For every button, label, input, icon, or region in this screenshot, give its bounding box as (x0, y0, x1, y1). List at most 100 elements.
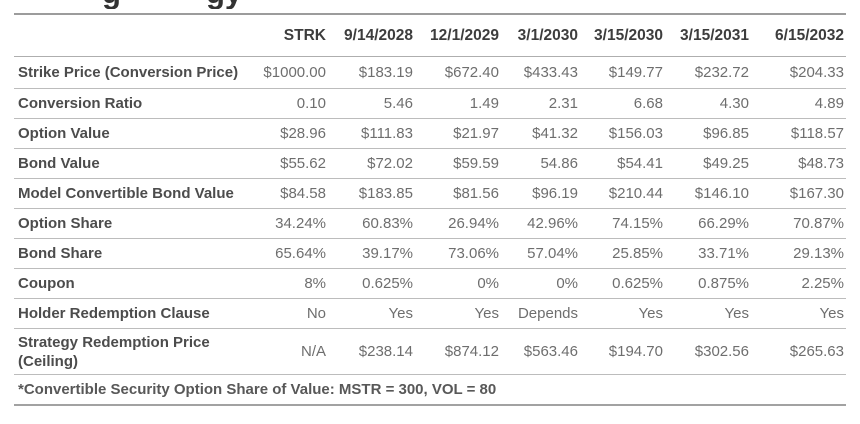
value-cell: $72.02 (328, 148, 415, 179)
value-cell: 74.15% (580, 208, 665, 239)
table-row-coupon: Coupon 8% 0.625% 0% 0% 0.625% 0.875% 2.2… (14, 268, 846, 299)
value-cell: N/A (254, 328, 328, 375)
footnote-text: *Convertible Security Option Share of Va… (14, 374, 846, 406)
table-row-holder-redemption-clause: Holder Redemption Clause No Yes Yes Depe… (14, 298, 846, 329)
value-cell: 66.29% (665, 208, 751, 239)
column-header-date: 12/1/2029 (415, 15, 501, 57)
value-cell: $59.59 (415, 148, 501, 179)
table-row-strike-price: Strike Price (Conversion Price) $1000.00… (14, 56, 846, 89)
table-row-model-convertible-bond-value: Model Convertible Bond Value $84.58 $183… (14, 178, 846, 209)
header-label-cell (14, 15, 254, 57)
value-cell: $874.12 (415, 328, 501, 375)
value-cell: Yes (415, 298, 501, 329)
table-row-bond-share: Bond Share 65.64% 39.17% 73.06% 57.04% 2… (14, 238, 846, 269)
value-cell: 0% (501, 268, 580, 299)
value-cell: $118.57 (751, 118, 846, 149)
row-label: Holder Redemption Clause (14, 298, 254, 329)
row-label: Conversion Ratio (14, 88, 254, 119)
table-header-row: STRK 9/14/2028 12/1/2029 3/1/2030 3/15/2… (14, 15, 846, 57)
value-cell: $156.03 (580, 118, 665, 149)
value-cell: $183.85 (328, 178, 415, 209)
row-label: Strike Price (Conversion Price) (14, 56, 254, 89)
value-cell: $563.46 (501, 328, 580, 375)
row-label: Model Convertible Bond Value (14, 178, 254, 209)
column-header-date: 3/15/2031 (665, 15, 751, 57)
value-cell: 33.71% (665, 238, 751, 269)
value-cell: $48.73 (751, 148, 846, 179)
column-header-date: 3/15/2030 (580, 15, 665, 57)
value-cell: 54.86 (501, 148, 580, 179)
clipped-page-title: g gy (0, 0, 860, 9)
value-cell: $238.14 (328, 328, 415, 375)
value-cell: Yes (665, 298, 751, 329)
table-row-strategy-redemption-price: Strategy Redemption Price (Ceiling) N/A … (14, 328, 846, 375)
value-cell: 0.875% (665, 268, 751, 299)
value-cell: 25.85% (580, 238, 665, 269)
value-cell: $302.56 (665, 328, 751, 375)
value-cell: $672.40 (415, 56, 501, 89)
row-label: Bond Value (14, 148, 254, 179)
value-cell: $111.83 (328, 118, 415, 149)
value-cell: $1000.00 (254, 56, 328, 89)
value-cell: Yes (751, 298, 846, 329)
value-cell: 65.64% (254, 238, 328, 269)
row-label: Bond Share (14, 238, 254, 269)
title-fragment: g (102, 0, 121, 8)
value-cell: $183.19 (328, 56, 415, 89)
value-cell: $41.32 (501, 118, 580, 149)
column-header-strk: STRK (254, 15, 328, 57)
value-cell: $49.25 (665, 148, 751, 179)
table-row-option-share: Option Share 34.24% 60.83% 26.94% 42.96%… (14, 208, 846, 239)
title-divider (14, 13, 846, 15)
column-header-date: 3/1/2030 (501, 15, 580, 57)
value-cell: $146.10 (665, 178, 751, 209)
value-cell: 60.83% (328, 208, 415, 239)
value-cell: 6.68 (580, 88, 665, 119)
table-row-conversion-ratio: Conversion Ratio 0.10 5.46 1.49 2.31 6.6… (14, 88, 846, 119)
value-cell: $194.70 (580, 328, 665, 375)
value-cell: No (254, 298, 328, 329)
table-row-bond-value: Bond Value $55.62 $72.02 $59.59 54.86 $5… (14, 148, 846, 179)
value-cell: 0.625% (328, 268, 415, 299)
value-cell: 2.25% (751, 268, 846, 299)
value-cell: 0.625% (580, 268, 665, 299)
value-cell: 34.24% (254, 208, 328, 239)
value-cell: 29.13% (751, 238, 846, 269)
value-cell: 0.10 (254, 88, 328, 119)
value-cell: $21.97 (415, 118, 501, 149)
value-cell: 4.89 (751, 88, 846, 119)
value-cell: $55.62 (254, 148, 328, 179)
value-cell: 42.96% (501, 208, 580, 239)
convertible-bond-table: STRK 9/14/2028 12/1/2029 3/1/2030 3/15/2… (14, 15, 846, 406)
value-cell: 70.87% (751, 208, 846, 239)
row-label: Coupon (14, 268, 254, 299)
value-cell: 26.94% (415, 208, 501, 239)
value-cell: 39.17% (328, 238, 415, 269)
value-cell: $232.72 (665, 56, 751, 89)
row-label: Option Value (14, 118, 254, 149)
value-cell: $149.77 (580, 56, 665, 89)
value-cell: 0% (415, 268, 501, 299)
value-cell: Depends (501, 298, 580, 329)
value-cell: 2.31 (501, 88, 580, 119)
value-cell: Yes (580, 298, 665, 329)
title-fragment: gy (206, 0, 242, 8)
column-header-date: 9/14/2028 (328, 15, 415, 57)
value-cell: Yes (328, 298, 415, 329)
value-cell: 57.04% (501, 238, 580, 269)
table-footnote-row: *Convertible Security Option Share of Va… (14, 374, 846, 406)
value-cell: 5.46 (328, 88, 415, 119)
value-cell: 4.30 (665, 88, 751, 119)
value-cell: $54.41 (580, 148, 665, 179)
value-cell: 1.49 (415, 88, 501, 119)
value-cell: $96.85 (665, 118, 751, 149)
value-cell: $265.63 (751, 328, 846, 375)
value-cell: $210.44 (580, 178, 665, 209)
value-cell: $84.58 (254, 178, 328, 209)
row-label: Option Share (14, 208, 254, 239)
value-cell: $96.19 (501, 178, 580, 209)
value-cell: $81.56 (415, 178, 501, 209)
value-cell: $28.96 (254, 118, 328, 149)
value-cell: 73.06% (415, 238, 501, 269)
